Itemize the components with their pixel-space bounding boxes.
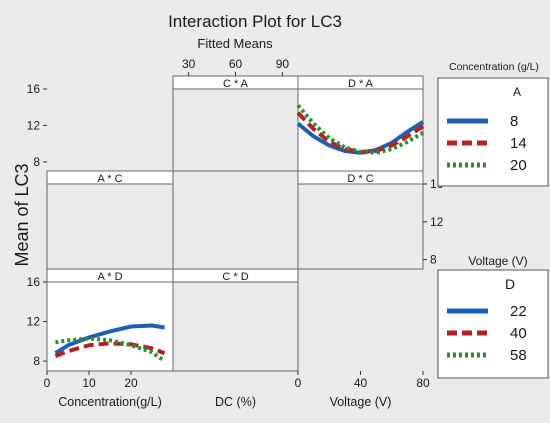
chart-title: Interaction Plot for LC3 (168, 12, 342, 31)
legend-voltage-factor: D (505, 276, 515, 292)
legend-concentration-factor: A (513, 85, 521, 99)
legend-voltage-box (437, 269, 549, 379)
legend-voltage-title: Voltage (V) (468, 254, 527, 268)
legend-label-D-22: 22 (510, 303, 527, 320)
series-lines (54, 104, 425, 363)
panel-title-1: D * A (348, 78, 374, 90)
panel-header-5 (172, 268, 299, 283)
x-tick-label-D-1: 40 (354, 376, 368, 390)
y-tick-label-r2-1: 12 (27, 315, 41, 329)
legend-label-D-58: 58 (510, 347, 527, 364)
panel-cell-3 (297, 170, 424, 270)
y-tick-label-r0-0: 8 (33, 155, 40, 169)
legend-label-A-20: 20 (510, 157, 527, 174)
y-axis-label: Mean of LC3 (12, 163, 32, 266)
x-tick-label-A-0: 0 (44, 376, 51, 390)
panel-cell-5 (172, 268, 299, 372)
y-tick-label-r2-0: 8 (33, 354, 40, 368)
panel-header-3 (297, 170, 424, 185)
top-tick-label-2: 90 (276, 57, 290, 71)
y-tick-label-r2-2: 16 (27, 275, 41, 289)
panel-grid: C * A D * A A * C D * C A * D C * D (46, 75, 424, 372)
x-axis-label-A: Concentration(g/L) (58, 395, 162, 409)
panel-header-2 (46, 170, 174, 185)
series-line-A-22 (54, 323, 165, 355)
legend-concentration-title: Concentration (g/L) (449, 61, 539, 73)
series-line-D-20 (296, 104, 425, 155)
x-axis-label-C: DC (%) (215, 395, 256, 409)
panel-title-0: C * A (223, 78, 249, 90)
top-tick-label-0: 30 (182, 57, 196, 71)
panel-title-5: C * D (222, 271, 248, 283)
x-tick-label-D-2: 80 (416, 376, 430, 390)
plot-area-0 (297, 88, 424, 172)
panel-title-2: A * C (97, 173, 122, 185)
y-tick-label-r0-2: 16 (27, 82, 41, 96)
legend-label-A-8: 8 (510, 113, 518, 130)
x-tick-label-A-2: 20 (124, 376, 138, 390)
legend-label-D-40: 40 (510, 325, 527, 342)
top-tick-label-1: 60 (229, 57, 243, 71)
legend-label-A-14: 14 (510, 135, 527, 152)
x-tick-label-D-0: 0 (295, 376, 302, 390)
chart-subtitle: Fitted Means (197, 36, 273, 51)
x-tick-label-A-1: 10 (82, 376, 96, 390)
y-tick-label-right-0: 8 (430, 253, 437, 267)
panel-title-3: D * C (347, 173, 373, 185)
panel-title-4: A * D (97, 271, 122, 283)
legend-concentration-box (437, 77, 549, 187)
y-tick-label-right-1: 12 (430, 215, 444, 229)
series-line-A-40 (54, 341, 166, 359)
panel-cell-0 (172, 75, 299, 172)
legend-voltage: Voltage (V) D 22 40 58 (437, 254, 549, 379)
panel-cell-2 (46, 170, 174, 270)
x-axis-label-D: Voltage (V) (330, 395, 392, 409)
y-tick-label-r0-1: 12 (27, 118, 41, 132)
legend-concentration: Concentration (g/L) A 8 14 20 (437, 61, 549, 187)
series-line-A-58 (55, 336, 166, 363)
